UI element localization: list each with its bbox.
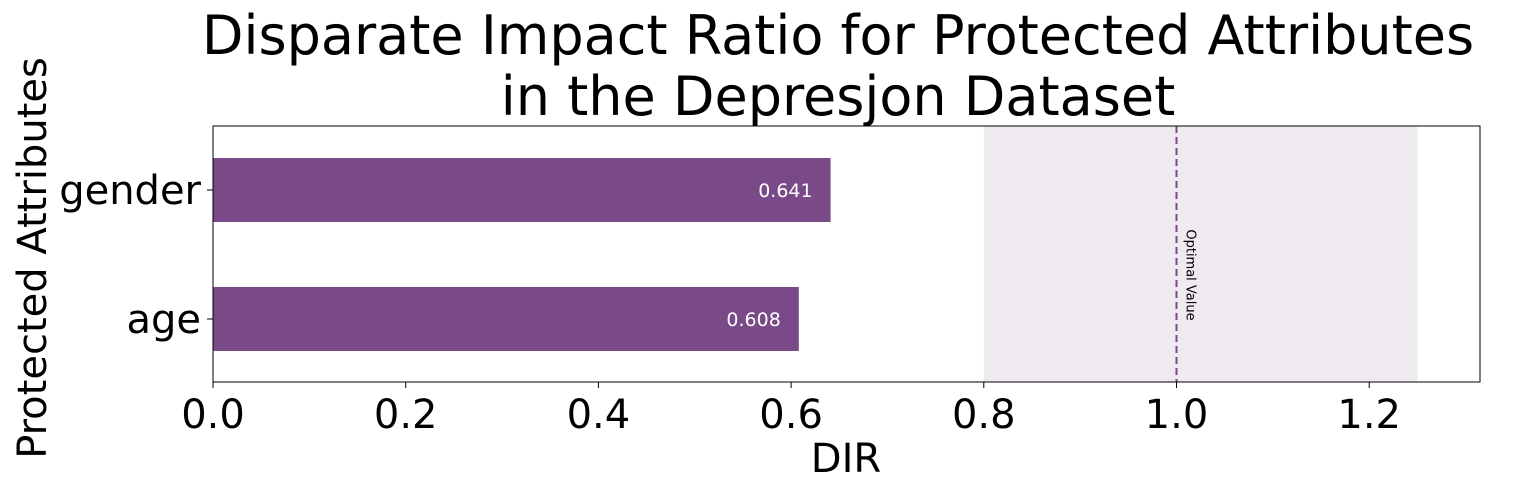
plot-area: 0.641 0.608 Optimal Value 0.0 0.2 0.4 0.6 0.8… — [59, 125, 1481, 438]
x-tick-label: 0.2 — [374, 392, 438, 438]
bar-gender — [213, 158, 831, 222]
chart-title-line-2: in the Depresjon Dataset — [501, 65, 1176, 128]
x-tick-label: 1.0 — [1145, 392, 1209, 438]
fair-region-band — [983, 126, 1418, 382]
x-tick-label: 0.0 — [181, 392, 245, 438]
bar-age — [213, 287, 799, 351]
y-axis-label: Protected Attributes — [10, 57, 56, 459]
y-tick-label-gender: gender — [59, 168, 201, 214]
chart-title-line-1: Disparate Impact Ratio for Protected Att… — [202, 4, 1474, 67]
x-tick-label: 1.2 — [1337, 392, 1401, 438]
x-axis-label: DIR — [811, 436, 881, 482]
x-tick-label: 0.6 — [759, 392, 823, 438]
bar-value-label-gender: 0.641 — [758, 180, 812, 202]
y-tick-label-age: age — [126, 297, 201, 343]
x-tick-label: 0.4 — [567, 392, 631, 438]
bar-value-label-age: 0.608 — [726, 309, 780, 331]
optimal-value-label: Optimal Value — [1182, 229, 1197, 320]
plot-frame — [212, 125, 1481, 383]
x-tick-label: 0.8 — [952, 392, 1016, 438]
